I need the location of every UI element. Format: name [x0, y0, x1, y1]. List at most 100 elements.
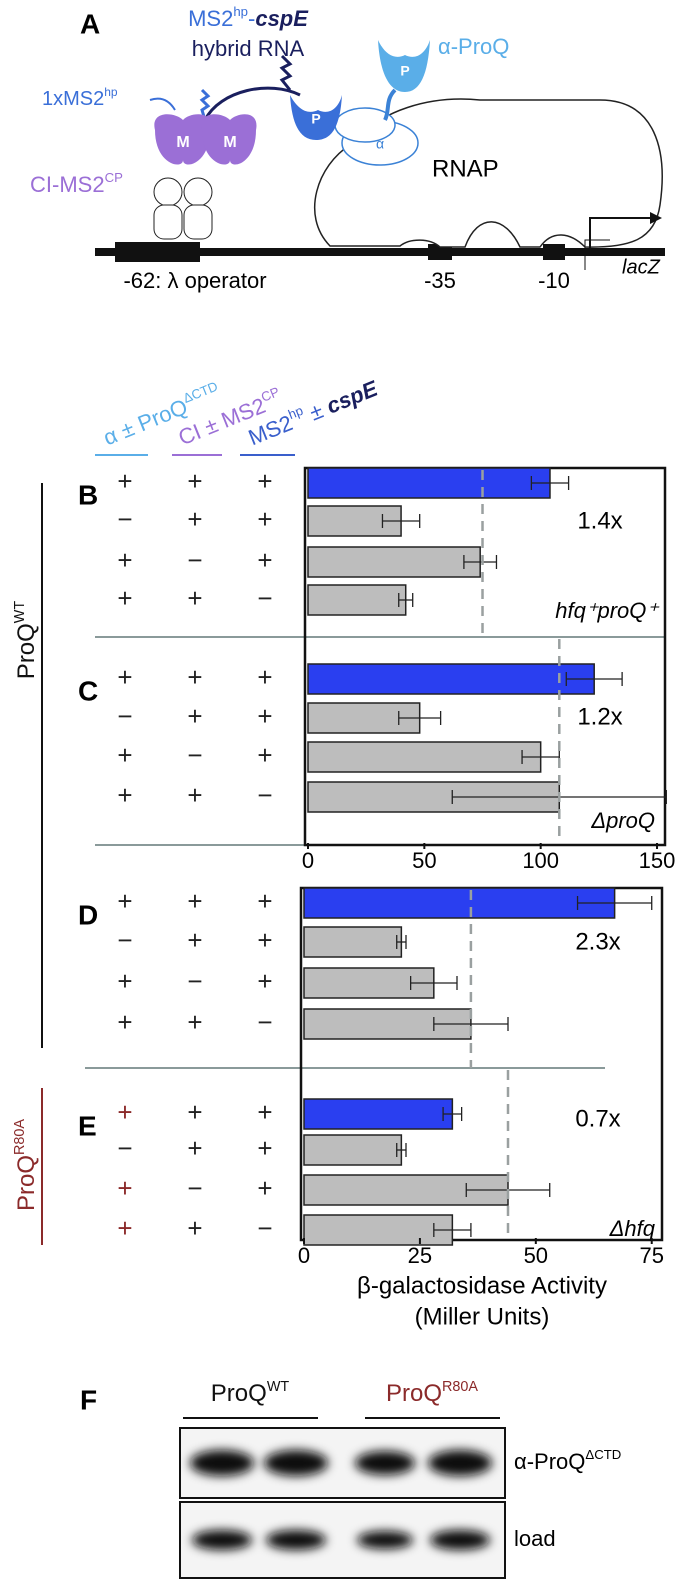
fold-change: 1.4x: [577, 507, 622, 534]
construct-sign: +: [257, 545, 272, 575]
text-part: CP: [259, 384, 282, 405]
panel-letter: B: [78, 479, 98, 510]
proq-domain: [290, 95, 342, 140]
x-tick-label: 0: [302, 848, 314, 873]
arrowhead: [650, 212, 662, 224]
construct-sign: +: [187, 662, 202, 692]
construct-sign: +: [187, 466, 202, 496]
construct-sign: +: [117, 466, 132, 496]
construct-sign: −: [187, 545, 202, 575]
linker: [383, 88, 397, 121]
error-bar: [565, 672, 623, 686]
proq-domain: [378, 40, 430, 92]
x-axis-label: β-galactosidase Activity: [357, 1272, 607, 1299]
bar: [303, 926, 403, 958]
group-label: ProQR80A: [12, 1119, 41, 1211]
lacz-label: lacZ: [622, 256, 661, 278]
hairpin-label: 1xMS2hp: [42, 85, 118, 110]
blot-row-label: load: [514, 1526, 556, 1551]
fold-change: 0.7x: [575, 1105, 620, 1132]
ci-label: CI-MS2CP: [30, 170, 123, 197]
hybrid-label: hybrid RNA: [192, 36, 305, 61]
construct-sign: +: [187, 1133, 202, 1163]
fold-change: 2.3x: [575, 928, 620, 955]
error-bar: [463, 555, 498, 569]
x-axis-label: (Miller Units): [415, 1303, 550, 1330]
x-tick-label: 75: [639, 1243, 663, 1268]
lacz-box: [584, 239, 610, 270]
rna: [203, 86, 301, 121]
x-tick-label: 50: [524, 1243, 548, 1268]
x-tick-label: 150: [639, 848, 676, 873]
construct-sign: +: [187, 1097, 202, 1127]
construct-sign: +: [257, 740, 272, 770]
strain-label: Δhfq: [609, 1216, 656, 1241]
dna: [95, 248, 665, 256]
domain-label: M: [176, 134, 189, 151]
text-part: ProQ: [13, 1155, 40, 1211]
ci-domain: [153, 204, 183, 240]
construct-sign: +: [187, 1213, 202, 1243]
construct-sign: −: [257, 780, 272, 810]
bar: [307, 546, 481, 578]
construct-sign: +: [187, 1007, 202, 1037]
construct-sign: −: [117, 504, 132, 534]
western-blot: [179, 1417, 506, 1579]
band: [192, 1530, 252, 1550]
construct-sign: +: [117, 545, 132, 575]
construct-sign: +: [257, 701, 272, 731]
group-label: ProQWT: [12, 601, 41, 680]
text-part: load: [514, 1526, 556, 1551]
construct-sign: +: [117, 1213, 132, 1243]
construct-sign: −: [257, 1007, 272, 1037]
ci-domain: [183, 204, 213, 240]
bar: [303, 1134, 403, 1166]
construct-sign: +: [117, 966, 132, 996]
x-tick-label: 0: [298, 1243, 310, 1268]
text-part: WT: [267, 1379, 290, 1395]
ms2-hairpin: [199, 88, 211, 121]
construct-sign: +: [257, 662, 272, 692]
x-tick-label: 25: [408, 1243, 432, 1268]
lane-group-label: ProQWT: [211, 1379, 290, 1408]
text-part: R80A: [12, 1119, 28, 1155]
construct-sign: +: [257, 1133, 272, 1163]
error-bar: [396, 1143, 407, 1157]
text-part: hp: [286, 403, 305, 422]
x-tick-label: 50: [412, 848, 436, 873]
fold-change: 1.2x: [577, 703, 622, 730]
x-tick-label: 100: [522, 848, 559, 873]
construct-sign: −: [187, 966, 202, 996]
bar: [307, 467, 551, 499]
promoter-block: [543, 244, 565, 260]
construct-sign: +: [257, 966, 272, 996]
construct-sign: −: [257, 583, 272, 613]
band: [266, 1530, 326, 1550]
pointer: [149, 97, 176, 111]
construct-sign: +: [117, 1007, 132, 1037]
domain-label: P: [311, 111, 320, 127]
panel-letter: E: [78, 1110, 97, 1141]
error-bar: [530, 476, 570, 490]
band: [430, 1530, 490, 1550]
text-part: CP: [105, 170, 124, 185]
error-bar: [381, 514, 421, 528]
band: [355, 1451, 415, 1475]
construct-sign: +: [257, 1173, 272, 1203]
construct-sign: +: [117, 1097, 132, 1127]
error-bar: [396, 935, 407, 949]
panel-letter: D: [78, 899, 98, 930]
text-part: cspE: [323, 375, 382, 418]
construct-sign: +: [187, 701, 202, 731]
construct-sign: −: [257, 1213, 272, 1243]
construct-sign: +: [187, 886, 202, 916]
error-bar: [576, 896, 653, 910]
text-part: ProQ: [211, 1380, 267, 1407]
domain-label: P: [400, 63, 409, 79]
construct-sign: +: [257, 466, 272, 496]
promoter-label: -10: [538, 268, 570, 293]
text-part: α-ProQ: [514, 1449, 585, 1474]
text-part: cspE: [255, 6, 309, 31]
construct-sign: +: [117, 886, 132, 916]
